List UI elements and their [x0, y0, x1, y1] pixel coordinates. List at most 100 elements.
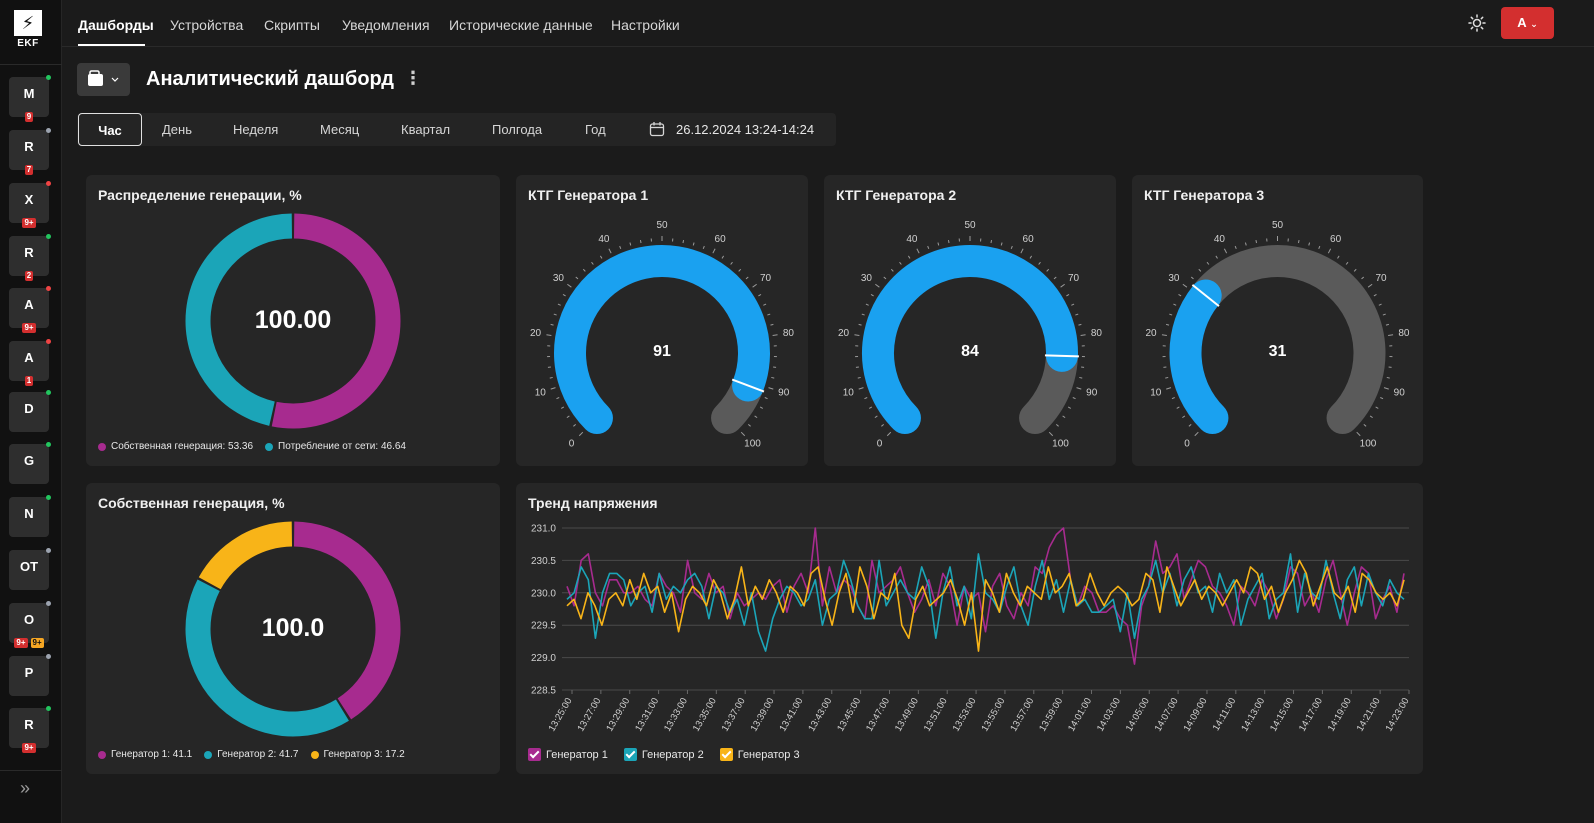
- badge-group: 9+: [9, 218, 49, 228]
- legend-checkbox[interactable]: [623, 748, 637, 761]
- gauge-tick: [1380, 397, 1384, 400]
- series-line[interactable]: [566, 559, 1405, 652]
- notification-badge: 1: [24, 376, 34, 386]
- legend-checkbox[interactable]: [719, 748, 733, 761]
- status-dot: [46, 601, 51, 606]
- legend-item[interactable]: Потребление от сети: 46.64: [265, 441, 406, 452]
- nav-item[interactable]: Скрипты: [264, 17, 320, 33]
- user-menu-button[interactable]: А ⌄: [1501, 7, 1554, 39]
- donut-slice[interactable]: [185, 579, 349, 737]
- calendar-icon[interactable]: [649, 121, 665, 137]
- gauge-tick: [1072, 397, 1076, 400]
- nav-item[interactable]: Настройки: [611, 17, 680, 33]
- gauge-tick: [1386, 376, 1390, 379]
- x-tick-label: 13:45:00: [835, 696, 863, 734]
- gauge-tick: [1194, 431, 1199, 437]
- device-button[interactable]: D: [9, 390, 51, 432]
- legend-item[interactable]: Собственная генерация: 53.36: [98, 441, 253, 452]
- gauge-tick-label: 20: [838, 328, 850, 339]
- date-range-label[interactable]: 26.12.2024 13:24-14:24: [676, 122, 815, 137]
- gauge-tick: [927, 245, 930, 250]
- gauge-tick-label: 80: [783, 328, 795, 339]
- device-button[interactable]: P: [9, 654, 51, 696]
- gauge-tick: [560, 406, 565, 409]
- period-tab[interactable]: Час: [78, 113, 142, 146]
- gauge-tick: [772, 334, 778, 336]
- legend-item[interactable]: Генератор 1: [528, 748, 608, 761]
- x-tick-label: 13:29:00: [604, 696, 632, 734]
- donut-slice[interactable]: [293, 521, 401, 720]
- notification-badge: 9+: [22, 743, 36, 753]
- gauge-tick: [1375, 406, 1379, 409]
- theme-toggle-sun-icon[interactable]: [1468, 14, 1486, 32]
- dashboard-selector-button[interactable]: [77, 63, 130, 96]
- legend-item[interactable]: Генератор 3: [719, 748, 800, 761]
- gauge-tick-label: 60: [1330, 234, 1342, 245]
- series-line[interactable]: [566, 553, 1405, 652]
- device-button[interactable]: O 9+ 9+: [9, 601, 51, 648]
- device-button[interactable]: OT: [9, 548, 51, 590]
- device-label: M: [23, 86, 35, 101]
- gauge-tick: [1363, 424, 1367, 427]
- period-tab[interactable]: Полгода: [492, 122, 543, 137]
- period-tab[interactable]: Месяц: [320, 122, 360, 137]
- device-button[interactable]: G: [9, 442, 51, 484]
- nav-item[interactable]: Уведомления: [342, 17, 430, 33]
- gauge-tick: [740, 431, 746, 437]
- period-tab[interactable]: Неделя: [233, 122, 279, 137]
- y-tick-label: 229.0: [531, 653, 556, 664]
- legend-item[interactable]: Генератор 1: 41.1: [98, 749, 192, 760]
- x-tick-label: 14:07:00: [1153, 696, 1181, 734]
- device-button[interactable]: N: [9, 495, 51, 537]
- expand-sidebar-icon[interactable]: »: [20, 778, 31, 798]
- device-button[interactable]: R 9+: [9, 706, 51, 753]
- series-line[interactable]: [566, 527, 1405, 665]
- gauge-tick: [890, 268, 894, 272]
- period-tab[interactable]: Год: [585, 122, 606, 137]
- donut-slice[interactable]: [185, 213, 293, 426]
- gauge-tick: [575, 276, 579, 280]
- notification-badge: 9+: [14, 638, 28, 648]
- legend-item[interactable]: Генератор 2: [623, 748, 704, 761]
- donut-center-value: 100.00: [254, 306, 332, 334]
- notification-badge: 9+: [22, 218, 36, 228]
- device-label: A: [24, 350, 34, 365]
- gauge-tick: [1297, 239, 1300, 244]
- gauge-tick: [562, 294, 566, 297]
- badge-group: 7: [9, 165, 49, 175]
- legend-item[interactable]: Генератор 2: 41.7: [204, 749, 299, 760]
- nav-item[interactable]: Дашборды: [78, 17, 154, 33]
- more-options-icon[interactable]: ⋮: [404, 68, 422, 88]
- ekf-logo[interactable]: ⚡ EKF: [14, 10, 42, 49]
- donut-slice[interactable]: [198, 521, 293, 590]
- gauge-tick-label: 50: [1272, 220, 1284, 231]
- gauge-tick-label: 80: [1091, 328, 1103, 339]
- donut-slice[interactable]: [271, 213, 401, 429]
- x-tick-label: 13:35:00: [691, 696, 719, 734]
- x-tick-label: 13:39:00: [749, 696, 777, 734]
- gauge-tick: [1308, 242, 1311, 246]
- period-tab[interactable]: Квартал: [401, 122, 451, 137]
- device-button[interactable]: A 9+: [9, 286, 51, 333]
- nav-item[interactable]: Устройства: [170, 17, 244, 33]
- gauge-tick: [1356, 431, 1361, 437]
- gauge-tick: [1169, 313, 1173, 316]
- y-tick-label: 229.5: [531, 621, 556, 632]
- period-selector: Час День Неделя Месяц Квартал Полгода Год 26.1…: [77, 113, 836, 146]
- x-tick-label: 14:01:00: [1066, 696, 1094, 734]
- legend-checkbox[interactable]: [528, 748, 541, 761]
- gauge-tick: [721, 255, 725, 259]
- device-label: OT: [19, 559, 39, 574]
- device-button[interactable]: X 9+: [9, 181, 51, 228]
- gauge-tick: [629, 242, 632, 246]
- period-tab[interactable]: День: [162, 122, 192, 137]
- nav-item[interactable]: Исторические данные: [449, 17, 593, 33]
- gauge-tick: [738, 268, 742, 272]
- legend-item[interactable]: Генератор 3: 17.2: [310, 749, 405, 760]
- x-tick-label: 14:15:00: [1268, 696, 1296, 734]
- gauge-tick: [767, 313, 771, 316]
